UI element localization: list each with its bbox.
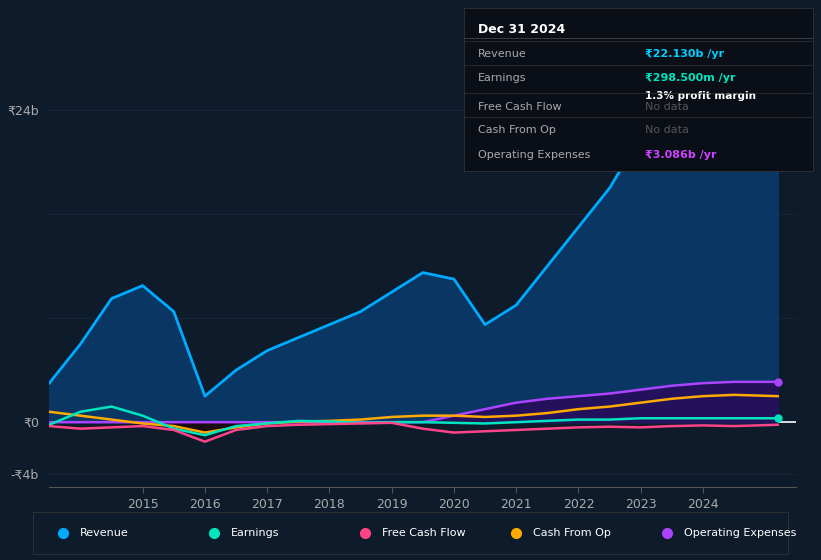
Text: Cash From Op: Cash From Op: [478, 125, 556, 135]
Text: No data: No data: [645, 125, 689, 135]
Text: Revenue: Revenue: [478, 49, 526, 59]
Text: Operating Expenses: Operating Expenses: [684, 529, 796, 538]
Text: Operating Expenses: Operating Expenses: [478, 150, 590, 160]
Text: Earnings: Earnings: [478, 73, 526, 83]
Text: Free Cash Flow: Free Cash Flow: [478, 102, 562, 113]
Text: Dec 31 2024: Dec 31 2024: [478, 23, 565, 36]
Text: ₹22.130b /yr: ₹22.130b /yr: [645, 49, 724, 59]
Text: 1.3% profit margin: 1.3% profit margin: [645, 91, 756, 101]
Text: Revenue: Revenue: [80, 529, 128, 538]
Text: ₹3.086b /yr: ₹3.086b /yr: [645, 150, 717, 160]
Text: ₹298.500m /yr: ₹298.500m /yr: [645, 73, 736, 83]
Text: Free Cash Flow: Free Cash Flow: [382, 529, 466, 538]
Text: Earnings: Earnings: [231, 529, 279, 538]
Text: No data: No data: [645, 102, 689, 113]
Text: Cash From Op: Cash From Op: [533, 529, 611, 538]
